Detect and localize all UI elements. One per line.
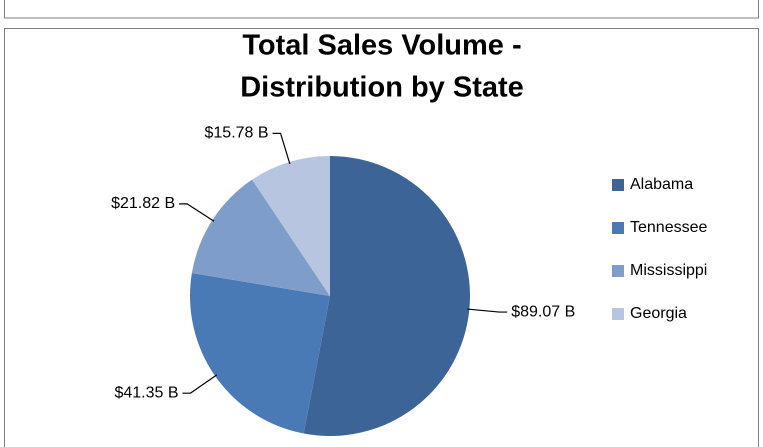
chart-title: Total Sales Volume - (242, 30, 521, 62)
data-label: $21.82 B (111, 195, 175, 212)
top-frame (4, 0, 759, 19)
leader-line (182, 374, 218, 394)
legend-swatch (612, 308, 624, 320)
data-label: $41.35 B (114, 384, 178, 401)
chart-title: Distribution by State (240, 72, 524, 104)
pie-slice (252, 156, 330, 296)
legend-swatch (612, 179, 624, 191)
legend-label: Tennessee (630, 219, 707, 236)
legend-label: Georgia (630, 305, 687, 322)
pie-slice (190, 273, 330, 434)
legend-swatch (612, 222, 624, 234)
data-label: $15.78 B (205, 125, 269, 142)
leader-line (179, 203, 215, 222)
legend-label: Mississippi (630, 262, 707, 279)
pie-slice (303, 156, 470, 436)
leader-line (467, 308, 508, 313)
data-label: $89.07 B (511, 303, 575, 320)
leader-line (272, 132, 291, 165)
legend-swatch (612, 265, 624, 277)
pie-slice (191, 179, 330, 296)
legend-label: Alabama (630, 176, 693, 193)
